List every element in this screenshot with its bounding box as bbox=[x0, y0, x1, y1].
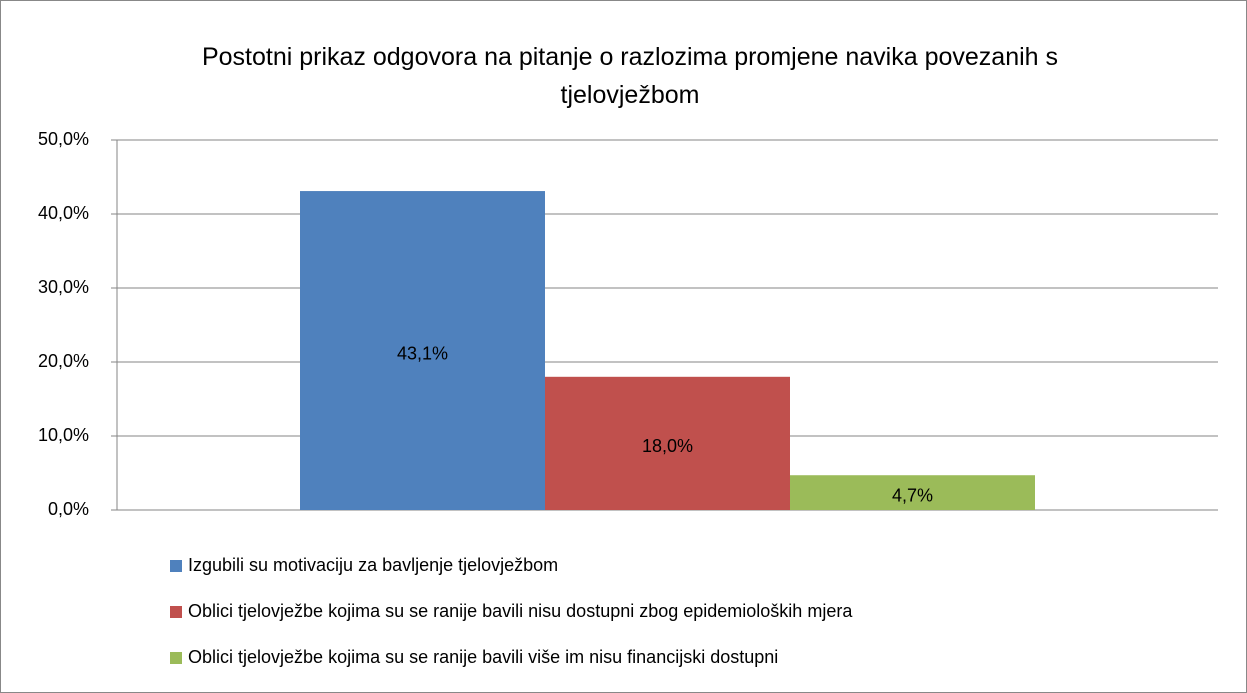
legend-swatch bbox=[170, 560, 182, 572]
y-tick-label: 20,0% bbox=[38, 351, 89, 371]
legend-swatch bbox=[170, 652, 182, 664]
chart-title: Postotni prikaz odgovora na pitanje o ra… bbox=[201, 43, 1059, 109]
y-tick-label: 0,0% bbox=[48, 499, 89, 519]
y-tick-label: 10,0% bbox=[38, 425, 89, 445]
bar bbox=[300, 191, 545, 510]
bar bbox=[790, 475, 1035, 510]
y-tick-label: 50,0% bbox=[38, 129, 89, 149]
data-label: 4,7% bbox=[892, 485, 933, 505]
y-tick-label: 30,0% bbox=[38, 277, 89, 297]
data-label: 18,0% bbox=[642, 436, 693, 456]
data-label: 43,1% bbox=[397, 343, 448, 363]
bar bbox=[545, 376, 790, 510]
legend-label: Oblici tjelovježbe kojima su se ranije b… bbox=[188, 647, 778, 667]
legend-label: Oblici tjelovježbe kojima su se ranije b… bbox=[188, 601, 853, 621]
legend-label: Izgubili su motivaciju za bavljenje tjel… bbox=[188, 555, 558, 575]
legend-swatch bbox=[170, 606, 182, 618]
y-tick-label: 40,0% bbox=[38, 203, 89, 223]
